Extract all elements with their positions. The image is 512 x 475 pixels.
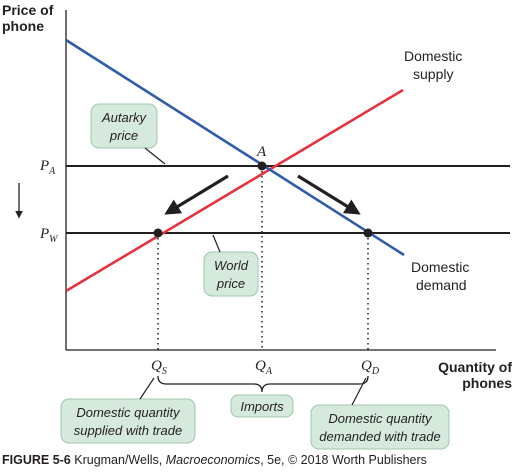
domestic-supply-curve	[65, 88, 404, 293]
world-callout-leader	[212, 234, 221, 253]
supply-label-line1: Domestic	[404, 48, 462, 64]
autarky-callout-leader	[144, 147, 166, 165]
point-a	[257, 161, 267, 171]
caption-book-title: Macroeconomics	[165, 453, 261, 467]
autarky-callout-line1: Autarky	[101, 110, 148, 125]
autarky-callout-line2: price	[109, 128, 138, 143]
point-supply-world	[153, 228, 163, 238]
arrow-right-down	[297, 174, 361, 215]
supplied-with-trade-callout	[60, 398, 196, 444]
demand-label-line1: Domestic	[411, 259, 469, 275]
domestic-demand-curve	[65, 38, 405, 257]
world-callout-line2: price	[216, 276, 245, 291]
quantity-tick-demanded: QD	[361, 358, 380, 377]
price-tick-world: PW	[39, 226, 59, 245]
price-tick-autarky: PA	[39, 158, 56, 177]
caption-rest: , 5e, © 2018 Worth Publishers	[260, 453, 427, 467]
arrow-left-down	[164, 174, 229, 215]
supplied-callout-line1: Domestic quantity	[76, 405, 181, 420]
imports-callout-text: Imports	[240, 399, 284, 414]
autarky-price-callout	[90, 103, 158, 149]
caption-authors: Krugman/Wells,	[70, 453, 166, 467]
demanded-callout-line2: demanded with trade	[319, 429, 440, 444]
point-a-label: A	[256, 144, 267, 160]
quantity-tick-supplied: QS	[151, 358, 167, 377]
y-axis-title-line1: Price of	[2, 2, 54, 18]
x-axis-title-line2: phones	[462, 375, 512, 391]
world-price-callout	[203, 251, 259, 297]
figure-caption: FIGURE 5-6 Krugman/Wells, Macroeconomics…	[2, 453, 427, 467]
supply-label-line2: supply	[413, 66, 453, 82]
point-demand-world	[363, 228, 373, 238]
imports-callout	[230, 394, 294, 418]
demanded-with-trade-callout	[310, 404, 450, 450]
imports-brace	[157, 375, 369, 393]
supplied-callout-leader	[139, 377, 155, 400]
world-callout-line1: World	[214, 258, 249, 273]
y-axis-title-line2: phone	[2, 18, 44, 34]
quantity-tick-autarky: QA	[255, 358, 273, 377]
x-axis-title-line1: Quantity of	[438, 359, 512, 375]
figure-number: FIGURE 5-6	[2, 453, 71, 467]
supplied-callout-line2: supplied with trade	[74, 423, 182, 438]
demanded-callout-line1: Domestic quantity	[328, 411, 433, 426]
demanded-callout-leader	[351, 377, 367, 406]
demand-label-line2: demand	[416, 277, 467, 293]
